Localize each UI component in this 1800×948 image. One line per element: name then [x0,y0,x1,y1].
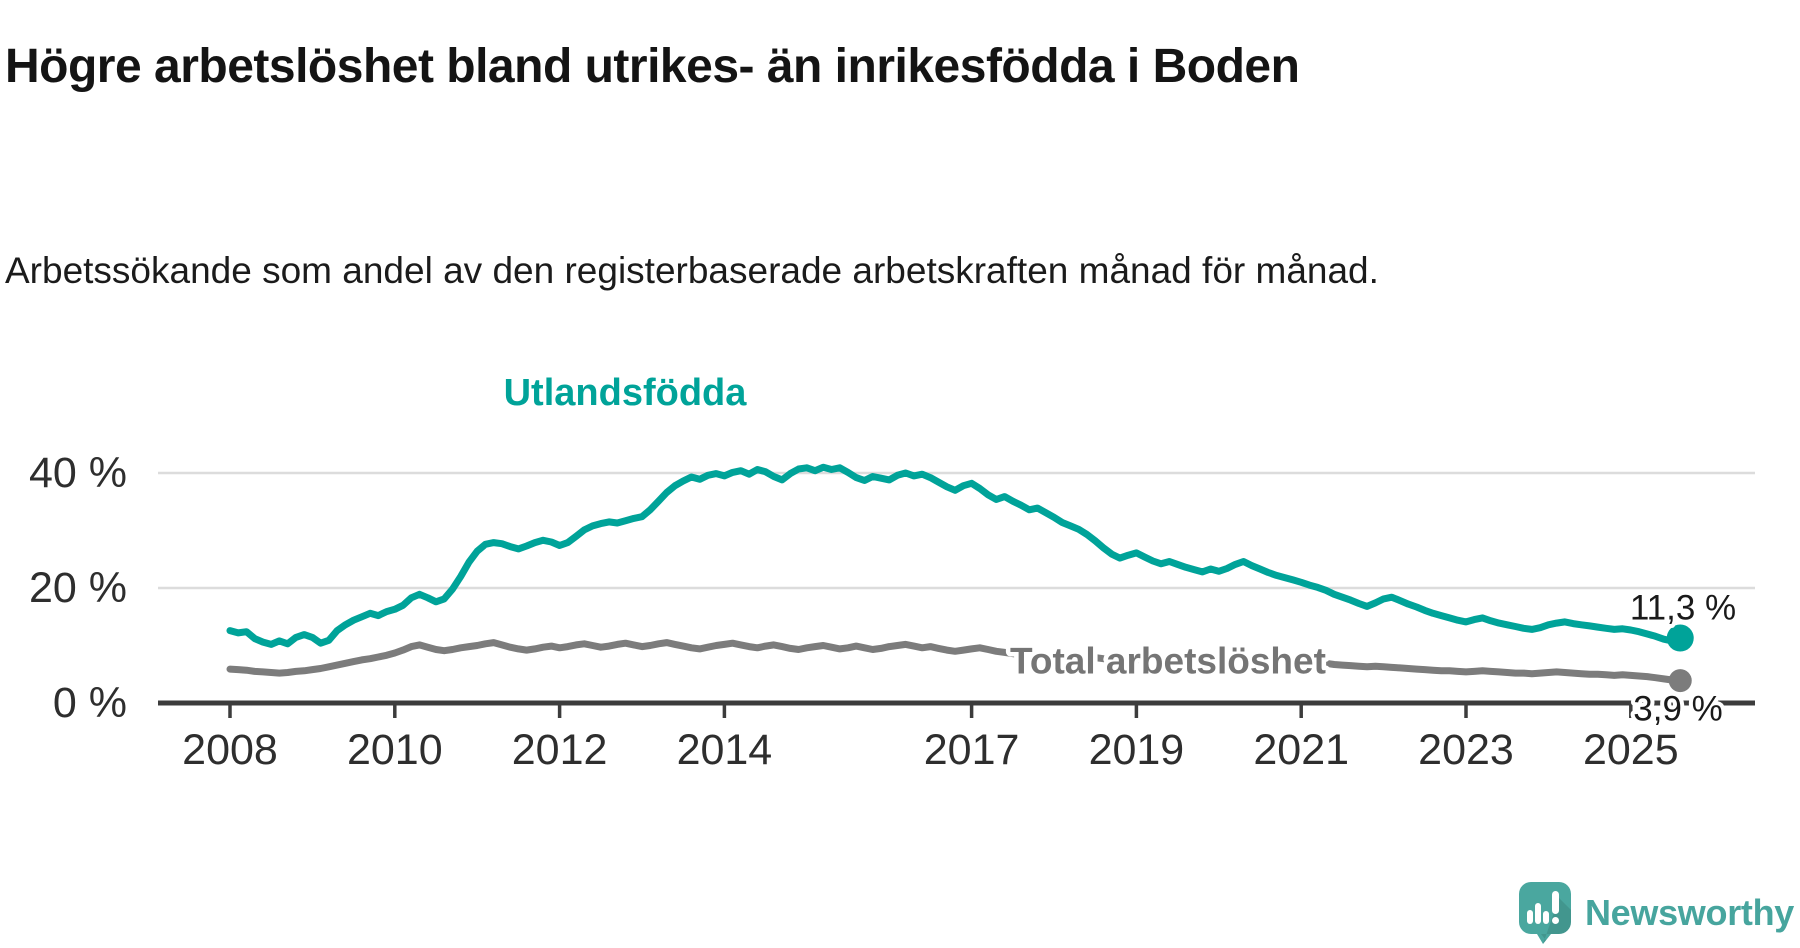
series-label-total: Total arbetslöshet [1010,641,1326,682]
x-tick-label: 2012 [512,726,608,774]
x-tick-label: 2023 [1418,726,1514,774]
x-tick-label: 2014 [677,726,773,774]
x-tick-label: 2010 [347,726,443,774]
newsworthy-speech-bubble-bar-chart-icon [1518,882,1571,944]
page-title: Högre arbetslöshet bland utrikes- än inr… [5,40,1300,94]
y-tick-label: 0 % [53,679,127,727]
series-end-dot-utlandsfodda [1666,624,1694,652]
x-tick-label: 2019 [1089,726,1185,774]
series-label-utlandsfodda: Utlandsfödda [504,372,748,414]
end-value-label-total: 3,9 % [1633,690,1723,729]
chart-subtitle: Arbetssökande som andel av den registerb… [5,250,1379,291]
line-chart: 0 % 20 % 40 % 2008 2010 2012 2014 2017 2019 2021 2… [0,340,1800,800]
x-tick-label: 2025 [1583,726,1679,774]
series-line-utlandsfodda [226,463,1684,648]
series-line-total [226,639,1684,685]
x-tick-label: 2008 [182,726,278,774]
y-tick-label: 40 % [29,449,127,497]
newsworthy-logo: Newsworthy [1518,882,1794,944]
x-tick-label: 2017 [924,726,1020,774]
series-end-dot-total [1668,669,1692,693]
line-chart-canvas: 0 % 20 % 40 % 2008 2010 2012 2014 2017 2019 2021 2… [29,368,1755,774]
y-tick-label: 20 % [29,564,127,612]
x-tick-label: 2021 [1253,726,1349,774]
newsworthy-wordmark: Newsworthy [1584,892,1794,933]
end-value-label-utlandsfodda: 11,3 % [1630,589,1736,628]
